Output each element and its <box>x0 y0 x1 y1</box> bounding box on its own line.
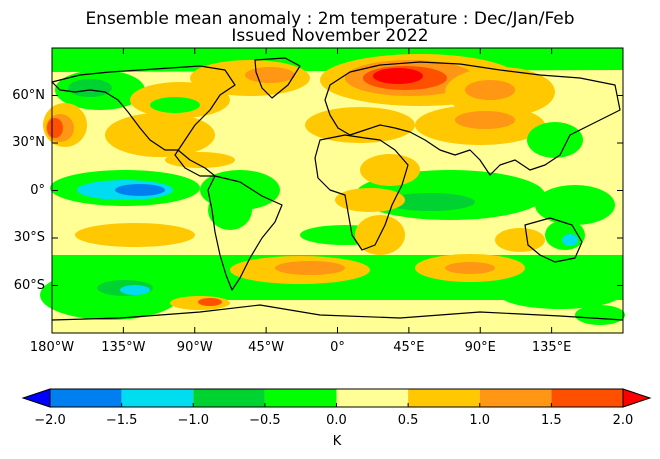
anomaly-region <box>120 285 150 295</box>
lon-label: 45°W <box>248 340 285 355</box>
anomaly-region <box>500 281 620 309</box>
anomaly-region <box>40 270 180 320</box>
colorbar-segment <box>551 389 623 407</box>
anomaly-region <box>245 67 295 83</box>
anomaly-region <box>455 111 515 129</box>
coastlines <box>51 57 624 321</box>
lon-label: 0° <box>330 340 345 355</box>
coastline <box>51 304 624 321</box>
anomaly-region <box>68 79 112 97</box>
lat-label: 60°N <box>12 87 45 103</box>
anomaly-region <box>150 97 200 113</box>
colorbar-extend-high <box>622 388 652 408</box>
lon-label: 135°E <box>531 340 572 355</box>
anomaly-region <box>545 220 585 250</box>
colorbar-tick-label: 2.0 <box>612 413 634 428</box>
anomaly-region <box>305 107 415 143</box>
anomaly-region <box>360 154 420 186</box>
colorbar-extend-low <box>21 388 51 408</box>
lat-label: 30°N <box>12 135 45 150</box>
lat-label: 0° <box>30 182 45 198</box>
anomaly-region <box>527 122 583 158</box>
lat-label: 60°S <box>13 277 45 293</box>
chart-subtitle: Issued November 2022 <box>231 26 429 46</box>
anomaly-region <box>75 223 195 247</box>
anomaly-region <box>115 184 165 196</box>
coastline <box>314 134 409 251</box>
lon-label: 135°W <box>101 340 146 355</box>
anomaly-region <box>445 262 495 274</box>
colorbar-tick-label: −1.0 <box>177 413 210 428</box>
anomaly-region <box>208 190 252 230</box>
anomaly-region <box>335 188 405 212</box>
coastline <box>254 57 301 99</box>
colorbar-tick-label: −2.0 <box>34 413 66 428</box>
anomaly-region <box>105 113 215 157</box>
lon-label: 90°W <box>176 340 213 355</box>
anomaly-region <box>198 298 222 306</box>
colorbar-segment <box>193 389 265 407</box>
coastline <box>51 65 236 177</box>
colorbar-segment <box>479 389 552 407</box>
colorbar-tick-label: 0.5 <box>397 413 419 428</box>
colorbar-tick-label: −0.5 <box>249 413 281 428</box>
lon-label: 45°E <box>393 340 425 355</box>
anomaly-region <box>575 305 625 325</box>
anomaly-region <box>465 80 515 100</box>
lon-label: 90°E <box>464 340 496 355</box>
anomaly-region <box>373 68 423 84</box>
map-ticks <box>51 48 623 333</box>
anomaly-region <box>47 118 63 138</box>
map-field <box>40 47 625 334</box>
colorbar-tick-label: 1.0 <box>469 413 491 428</box>
lon-label: 180°W <box>29 340 75 355</box>
anomaly-region <box>275 261 345 275</box>
chart-title: Ensemble mean anomaly : 2m temperature :… <box>85 9 575 29</box>
colorbar-tick-label: 0.0 <box>326 413 347 428</box>
colorbar <box>21 388 652 408</box>
coastline <box>324 61 621 176</box>
colorbar-segment <box>336 389 409 407</box>
anomaly-region <box>535 185 615 225</box>
colorbar-segment <box>121 389 194 407</box>
anomaly-region <box>385 193 475 211</box>
colorbar-tick-label: −1.5 <box>105 413 138 428</box>
anomaly-region <box>562 234 578 246</box>
anomaly-region <box>495 228 545 252</box>
colorbar-segment <box>50 389 122 407</box>
coastline <box>524 217 583 263</box>
colorbar-unit: K <box>332 434 342 449</box>
colorbar-tick-label: 1.5 <box>541 413 562 428</box>
lat-label: 30°S <box>13 230 45 245</box>
colorbar-segment <box>264 389 337 407</box>
colorbar-segment <box>408 389 480 407</box>
coastline <box>207 175 283 291</box>
